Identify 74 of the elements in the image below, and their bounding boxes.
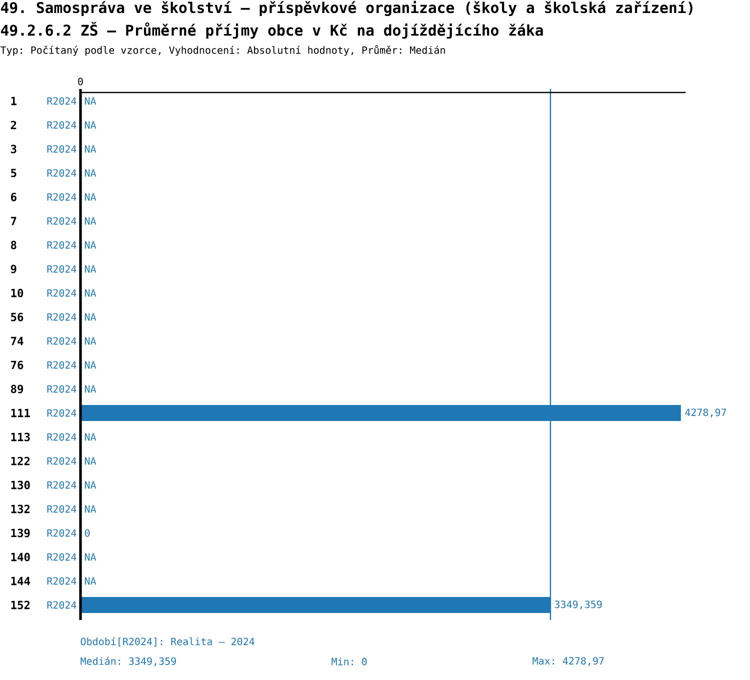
y-tick-label: 10 xyxy=(11,288,24,298)
text: NA xyxy=(84,385,96,393)
y-tick-label: 6 xyxy=(10,192,16,202)
text: Typ: Počítaný podle vzorce, Vyhodnocení: Absolutní hodnoty, Průměr: Medián xyxy=(0,45,445,56)
text: Min: 0 xyxy=(332,658,367,666)
text: 0 xyxy=(78,78,83,86)
text: NA xyxy=(84,265,96,273)
text: Medián: 3349,359 xyxy=(80,656,176,666)
y-tick-label: 76 xyxy=(11,360,24,370)
text: R2024 xyxy=(47,529,76,537)
text: R2024 xyxy=(47,217,76,225)
text: NA xyxy=(84,241,96,249)
y-tick-label: 8 xyxy=(10,240,16,250)
data-label: 4278,97 xyxy=(685,408,726,418)
text: R2024 xyxy=(47,577,76,585)
y-tick-label: 140 xyxy=(11,552,30,562)
text: R2024 xyxy=(47,289,76,297)
text: NA xyxy=(84,289,96,297)
text: NA xyxy=(84,433,96,441)
y-tick-label: 152 xyxy=(11,600,30,610)
text: NA xyxy=(84,481,96,489)
text: NA xyxy=(84,97,96,105)
text: NA xyxy=(84,577,96,585)
text: R2024 xyxy=(47,313,76,321)
text: NA xyxy=(84,169,96,177)
chart-title: 49. Samospráva ve školství – příspěvkové organizace (školy a školská zařízení) xyxy=(1,0,692,16)
y-tick-label: 113 xyxy=(11,432,30,442)
text: NA xyxy=(84,505,96,513)
text: NA xyxy=(84,313,96,321)
y-tick-label: 3 xyxy=(10,144,16,154)
text: R2024 xyxy=(47,121,76,129)
text: R2024 xyxy=(47,337,76,345)
text: NA xyxy=(84,457,96,465)
text: NA xyxy=(84,217,96,225)
y-tick-label: 111 xyxy=(11,408,30,418)
text: R2024 xyxy=(47,505,76,513)
text: R2024 xyxy=(47,481,76,489)
y-tick-label: 9 xyxy=(10,264,16,274)
text: R2024 xyxy=(47,265,76,273)
text: R2024 xyxy=(47,553,76,561)
text: NA xyxy=(84,553,96,561)
text: R2024 xyxy=(47,457,76,465)
y-tick-label: 56 xyxy=(11,312,24,322)
text: NA xyxy=(84,121,96,129)
text: R2024 xyxy=(47,433,76,441)
y-tick-label: 89 xyxy=(10,384,24,394)
text: R2024 xyxy=(47,145,76,153)
y-tick-label: 5 xyxy=(11,168,16,178)
text: R2024 xyxy=(47,385,76,393)
text: Max: 4278,97 xyxy=(532,657,604,666)
data-label: 3349,359 xyxy=(554,600,602,610)
text: Období[R2024]: Realita – 2024 xyxy=(80,637,254,646)
series-label: R2024 xyxy=(47,409,76,417)
text: R2024 xyxy=(47,193,76,201)
text: NA xyxy=(84,337,96,345)
chart-subtitle: 49.2.6.2 ZŠ – Průměrné příjmy obce v Kč na dojíždějícího žáka xyxy=(1,22,543,39)
text: R2024 xyxy=(47,241,76,249)
y-tick-label: 7 xyxy=(11,216,16,226)
y-tick-label: 2 xyxy=(10,120,16,130)
data-label: 0 xyxy=(84,529,90,537)
text: NA xyxy=(84,361,96,369)
y-tick-label: 132 xyxy=(11,504,30,514)
text: NA xyxy=(84,145,96,153)
text: R2024 xyxy=(47,169,76,177)
text: NA xyxy=(84,193,96,201)
y-tick-label: 74 xyxy=(11,336,24,346)
text: R2024 xyxy=(47,601,76,609)
y-tick-label: 130 xyxy=(11,480,30,490)
y-tick-label: 1 xyxy=(11,96,16,106)
y-tick-label: 122 xyxy=(11,456,30,466)
y-tick-label: 139 xyxy=(11,528,30,538)
y-tick-label: 144 xyxy=(11,576,30,586)
text: R2024 xyxy=(47,361,76,369)
text: R2024 xyxy=(47,97,76,105)
